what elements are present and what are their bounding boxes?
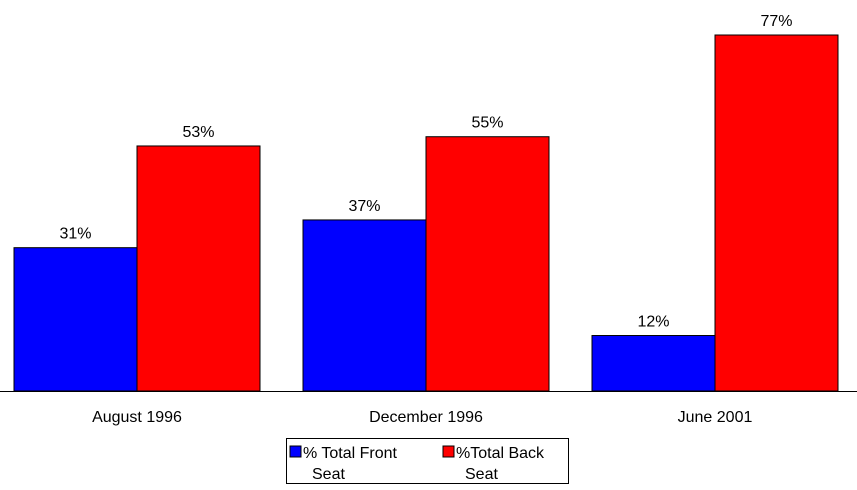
legend-swatch-back (442, 445, 455, 458)
data-label-front-2: 12% (637, 314, 669, 331)
legend-swatch-front (289, 445, 302, 458)
bar-back-1 (425, 136, 550, 392)
data-label-back-1: 55% (471, 115, 503, 132)
legend-box (286, 438, 569, 484)
bar-front-1 (302, 219, 427, 392)
category-labels: August 1996 December 1996 June 2001 (92, 409, 752, 426)
category-label-1: December 1996 (369, 409, 483, 426)
category-label-2: June 2001 (678, 409, 753, 426)
data-labels: 31% 53% 37% 55% 12% 77% (59, 13, 792, 331)
data-label-back-0: 53% (182, 124, 214, 141)
data-label-front-0: 31% (59, 226, 91, 243)
data-label-front-1: 37% (348, 198, 380, 215)
legend-label-front-line1: % Total Front (303, 445, 398, 462)
legend-label-back-line1: %Total Back (456, 445, 545, 462)
category-label-0: August 1996 (92, 409, 182, 426)
legend: % Total Front Seat %Total Back Seat (286, 438, 569, 484)
bars-layer (13, 34, 839, 392)
bar-back-0 (136, 145, 261, 392)
legend-label-front-line2: Seat (312, 466, 345, 483)
data-label-back-2: 77% (760, 13, 792, 30)
bar-front-2 (591, 335, 716, 392)
legend-label-back-line2: Seat (465, 466, 498, 483)
bar-front-0 (13, 247, 138, 392)
bar-back-2 (714, 34, 839, 392)
